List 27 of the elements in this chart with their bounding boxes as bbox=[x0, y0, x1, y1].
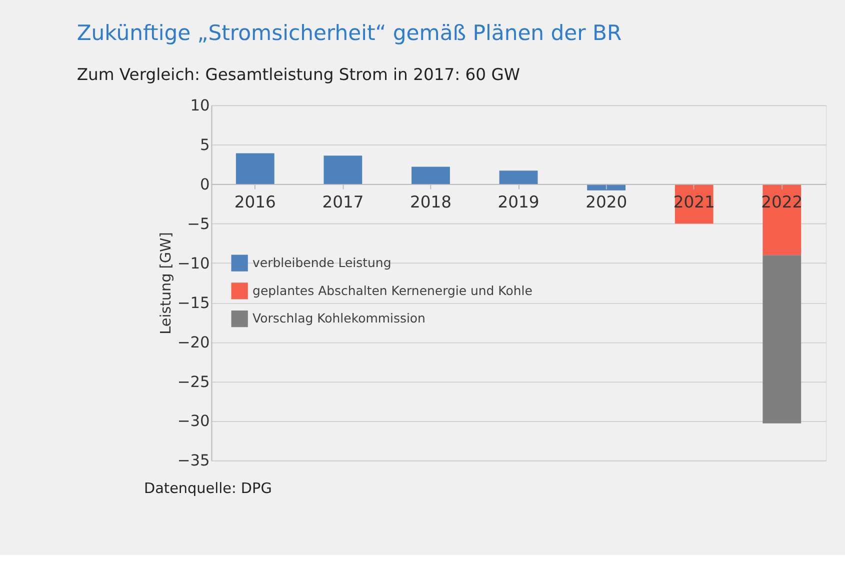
y-tick-label: −15 bbox=[177, 294, 210, 312]
chart-title: Zukünftige „Stromsicherheit“ gemäß Plänen der BR bbox=[76, 20, 622, 45]
y-tick-label: 0 bbox=[200, 175, 210, 194]
y-tick-label: −35 bbox=[177, 452, 210, 470]
x-tick-label: 2017 bbox=[322, 192, 364, 212]
text: Datenquelle: DPG bbox=[144, 481, 272, 498]
y-tick-label: 10 bbox=[190, 96, 210, 114]
bar bbox=[499, 170, 538, 184]
y-tick-label: −30 bbox=[177, 412, 210, 430]
x-tick-label: 2019 bbox=[498, 192, 540, 212]
legend-label: geplantes Abschalten Kernenergie und Kohle bbox=[252, 282, 532, 298]
y-tick-label: −25 bbox=[177, 372, 210, 391]
y-tick-label: 5 bbox=[200, 136, 210, 154]
legend-label: Vorschlag Kohlekommission bbox=[252, 310, 426, 326]
bar bbox=[324, 156, 362, 184]
y-axis-title: Leistung [GW] bbox=[158, 232, 175, 334]
y-tick-label: −20 bbox=[177, 333, 210, 352]
bar bbox=[762, 255, 802, 424]
x-tick-label: 2016 bbox=[234, 192, 276, 212]
legend-label: verbleibende Leistung bbox=[252, 254, 392, 270]
y-tick-label: −5 bbox=[187, 214, 210, 233]
x-tick-label: 2020 bbox=[586, 192, 628, 212]
bar bbox=[412, 166, 450, 184]
bar bbox=[236, 153, 274, 184]
x-tick-label: 2018 bbox=[410, 192, 452, 212]
chart-subtitle: Zum Vergleich: Gesamtleistung Strom in 2017: 60 GW bbox=[76, 65, 520, 84]
y-tick-label: −10 bbox=[177, 254, 210, 272]
